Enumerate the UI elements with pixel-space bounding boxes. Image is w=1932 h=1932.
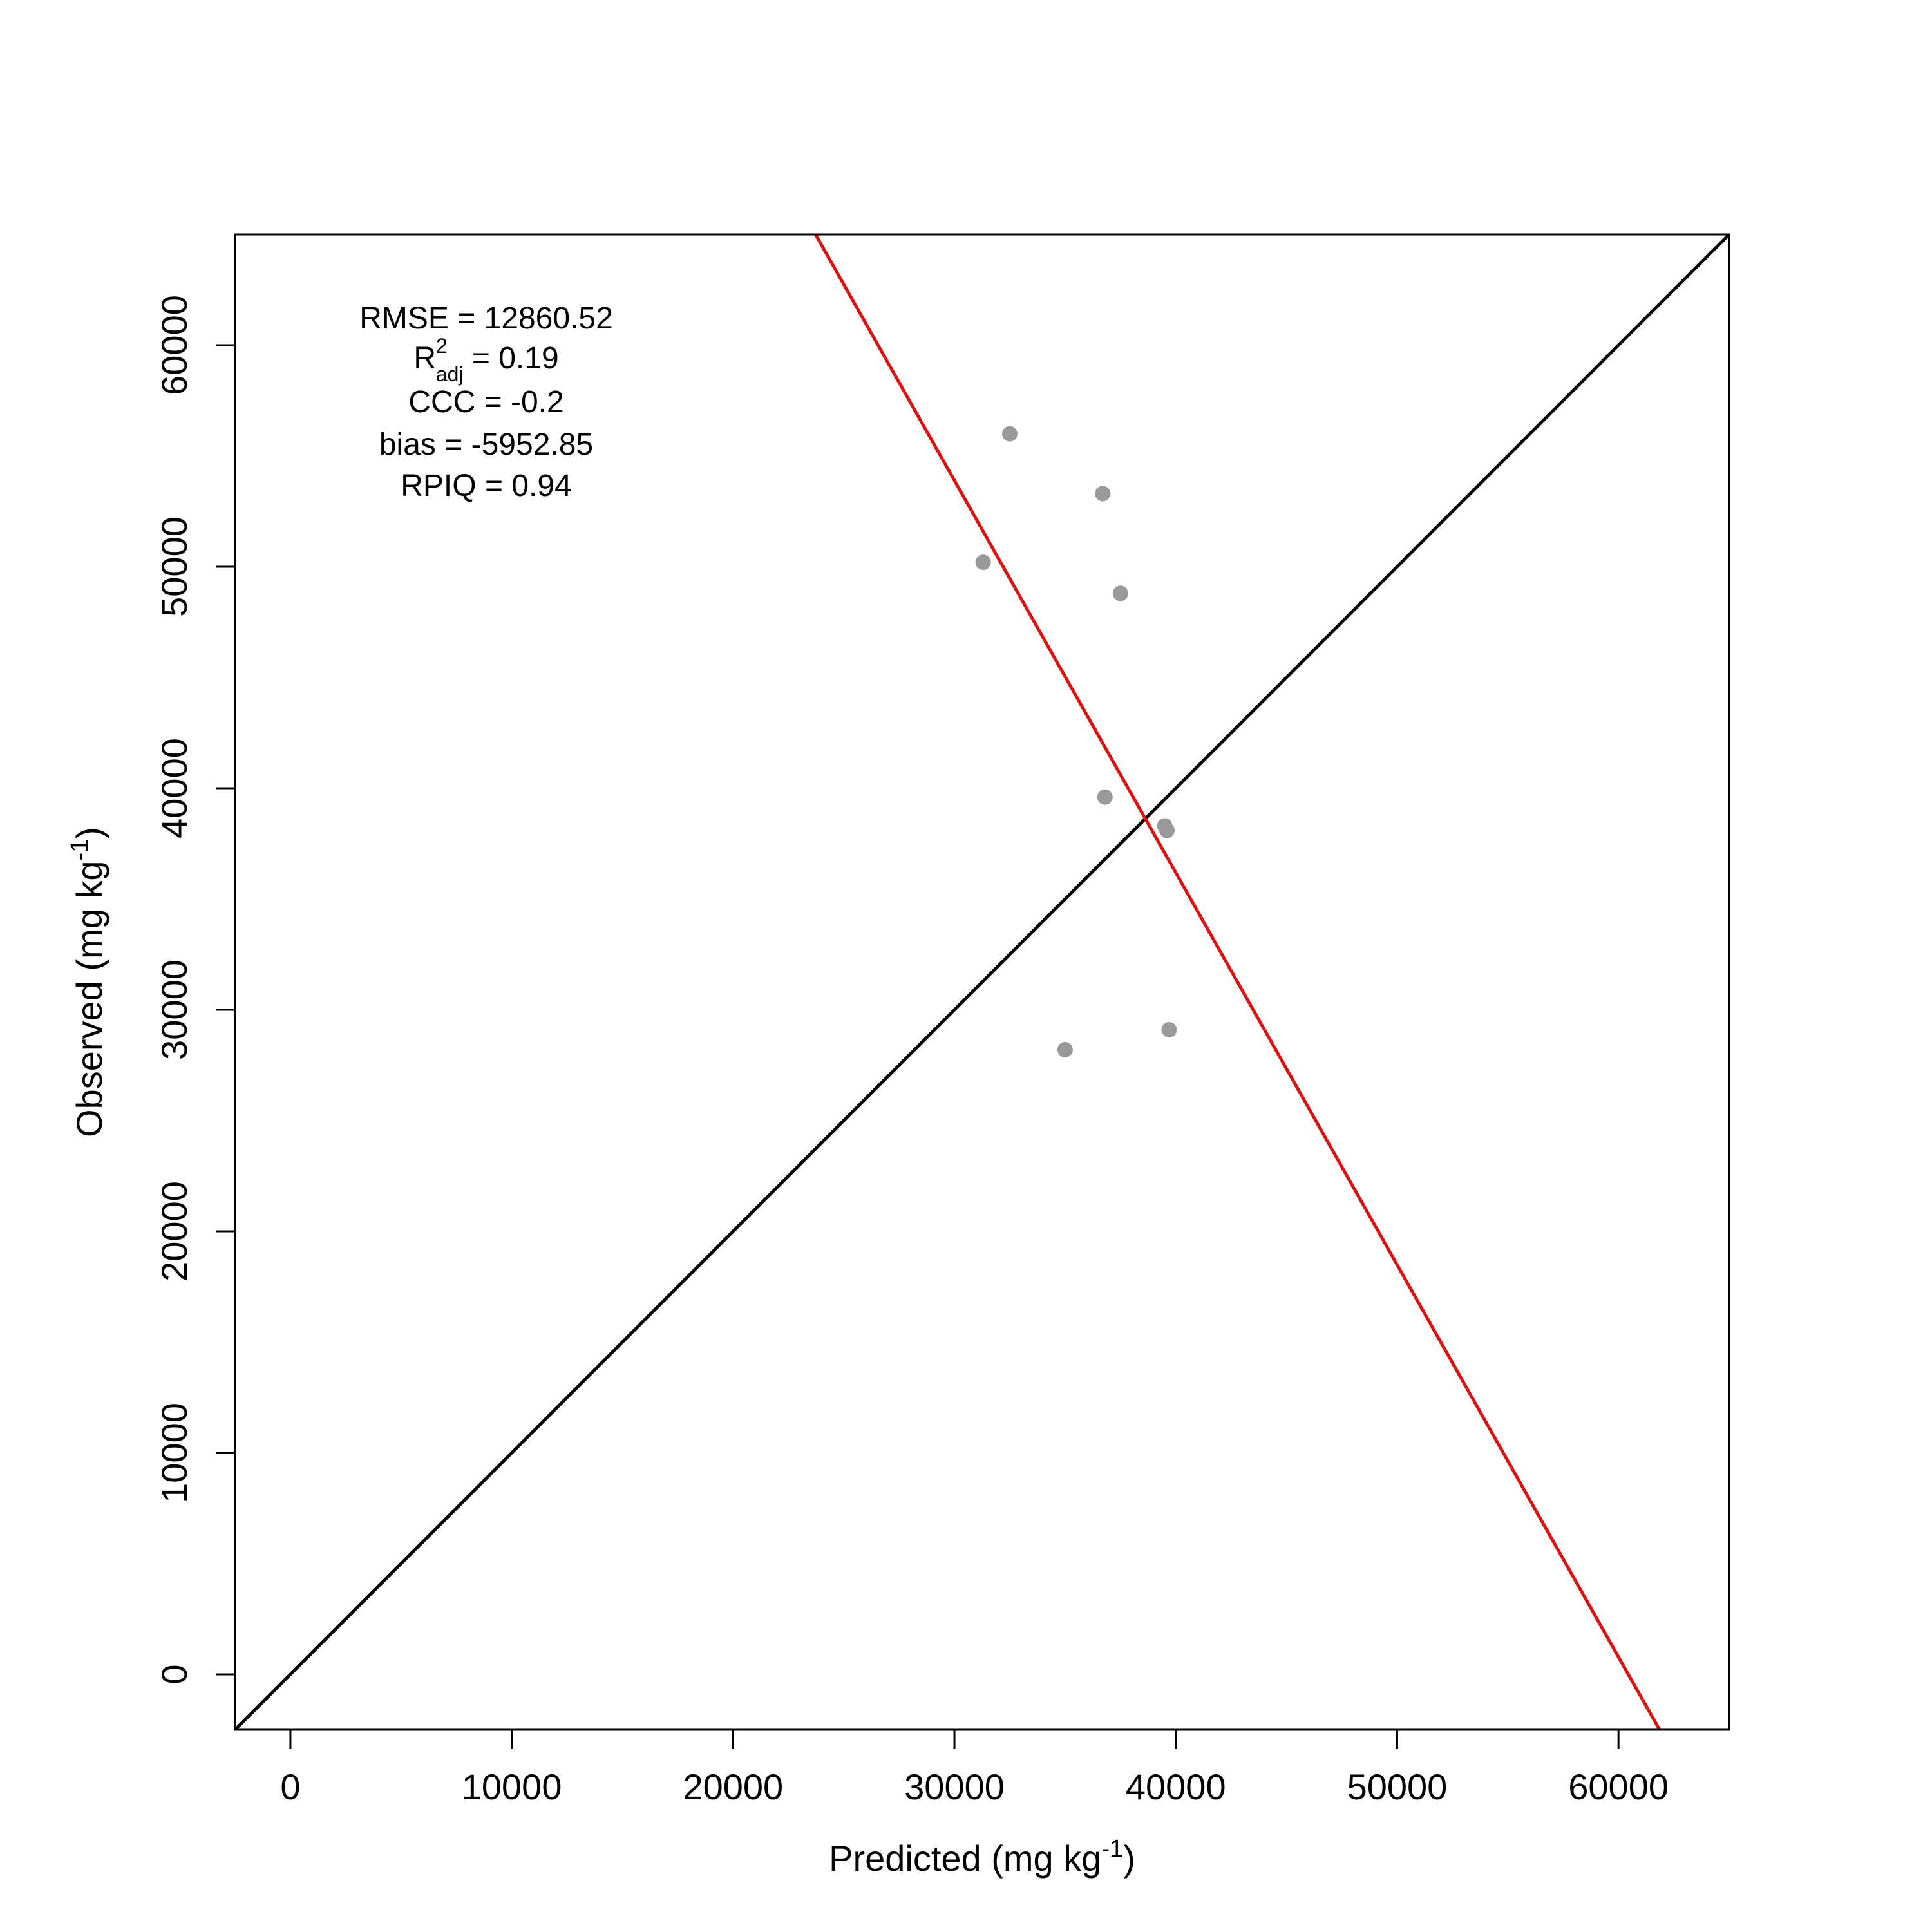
y-tick-label: 50000: [154, 516, 194, 617]
stat-bias: bias = -5952.85: [379, 428, 593, 462]
stat-rmse: RMSE = 12860.52: [359, 301, 613, 336]
regression-line: [813, 234, 1662, 1730]
stats-annotation: RMSE = 12860.52 R2 adj = 0.19 CCC = -0.2 …: [359, 301, 613, 503]
y-axis-title: Observed (mg kg-1): [66, 827, 109, 1137]
stat-rpiq: RPIQ = 0.94: [401, 469, 571, 503]
data-point: [975, 554, 991, 571]
x-axis-title: Predicted (mg kg-1): [829, 1835, 1135, 1879]
x-tick-label: 50000: [1347, 1766, 1448, 1807]
data-point: [1001, 426, 1018, 442]
data-point: [1112, 585, 1128, 601]
stat-r2adj: R2 adj = 0.19: [413, 334, 558, 386]
x-tick-label: 20000: [683, 1766, 783, 1807]
x-tick-label: 0: [280, 1766, 300, 1807]
x-tick-label: 60000: [1568, 1766, 1669, 1807]
one-to-one-line: [235, 234, 1729, 1730]
x-tick-label: 30000: [904, 1766, 1005, 1807]
y-tick-label: 30000: [154, 960, 194, 1060]
data-points: [975, 426, 1177, 1057]
data-point: [1097, 789, 1113, 805]
y-tick-label: 10000: [154, 1403, 194, 1503]
data-point: [1095, 486, 1111, 502]
stat-ccc: CCC = -0.2: [408, 385, 564, 419]
y-tick-label: 40000: [154, 738, 194, 838]
x-tick-label: 40000: [1126, 1766, 1226, 1807]
y-tick-label: 20000: [154, 1181, 194, 1282]
plot-frame: [234, 233, 1730, 1731]
y-tick-label: 0: [154, 1664, 194, 1684]
data-point: [1159, 822, 1175, 838]
data-point: [1057, 1041, 1073, 1057]
y-tick-label: 60000: [154, 295, 194, 395]
x-axis: 0 10000 20000 30000 40000 50000 60000: [280, 1728, 1669, 1807]
data-point: [1161, 1021, 1177, 1037]
x-tick-label: 10000: [462, 1766, 562, 1807]
